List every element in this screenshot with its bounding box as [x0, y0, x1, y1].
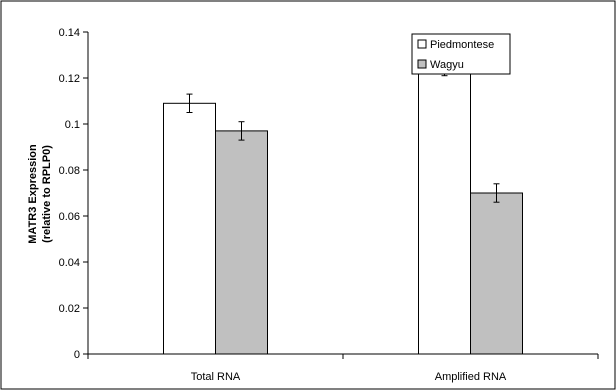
legend-label-wagyu: Wagyu: [430, 59, 464, 71]
plot-area: Total RNA Amplified RNA 0 0.02 0.04 0.06 0.08 0…: [59, 27, 599, 383]
legend-swatch-wagyu: [417, 59, 427, 69]
bar: [470, 192, 523, 355]
y-tick-label: 0.02: [59, 303, 80, 315]
y-axis-label-line-2: (relative to RPLP0): [41, 145, 53, 243]
legend-box: [411, 33, 511, 75]
legend-swatch-piedmontese: [417, 39, 427, 49]
legend-label-piedmontese: Piedmontese: [430, 39, 494, 51]
x-tick-label: Amplified RNA: [435, 371, 507, 383]
bar: [418, 66, 471, 355]
y-axis-label-line-1: MATR3 Expression: [27, 144, 39, 244]
legend: Piedmontese Wagyu: [411, 33, 511, 75]
y-tick-label: 0.06: [59, 211, 80, 223]
bar: [215, 130, 268, 355]
y-tick-label: 0.04: [59, 257, 80, 269]
y-tick-label: 0.14: [59, 27, 80, 39]
bar: [163, 102, 216, 355]
x-tick-label: Total RNA: [191, 371, 241, 383]
y-tick-label: 0.12: [59, 73, 80, 85]
y-tick-label: 0: [74, 349, 80, 361]
y-tick-label: 0.1: [65, 119, 80, 131]
y-tick-label: 0.08: [59, 165, 80, 177]
